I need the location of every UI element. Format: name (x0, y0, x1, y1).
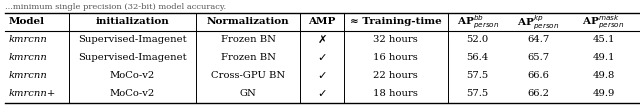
Text: ✗: ✗ (317, 35, 326, 45)
Text: AMP: AMP (308, 17, 335, 26)
Text: ≈ Training-time: ≈ Training-time (350, 17, 442, 26)
Text: ✓: ✓ (317, 71, 326, 81)
Text: kmrcnn+: kmrcnn+ (9, 89, 56, 98)
Text: 45.1: 45.1 (592, 35, 615, 44)
Text: ✓: ✓ (317, 53, 326, 63)
Text: Normalization: Normalization (207, 17, 289, 26)
Text: MoCo-v2: MoCo-v2 (110, 71, 155, 80)
Text: 66.2: 66.2 (527, 89, 549, 98)
Text: 32 hours: 32 hours (373, 35, 418, 44)
Text: AP$^{kp}_{person}$: AP$^{kp}_{person}$ (517, 13, 559, 31)
Text: 22 hours: 22 hours (373, 71, 418, 80)
Text: Frozen BN: Frozen BN (221, 35, 276, 44)
Text: ...minimum single precision (32-bit) model accuracy.: ...minimum single precision (32-bit) mod… (5, 3, 227, 11)
Text: 49.8: 49.8 (593, 71, 614, 80)
Text: Cross-GPU BN: Cross-GPU BN (211, 71, 285, 80)
Text: 57.5: 57.5 (467, 71, 489, 80)
Text: 49.9: 49.9 (593, 89, 614, 98)
Text: MoCo-v2: MoCo-v2 (110, 89, 155, 98)
Text: kmrcnn: kmrcnn (9, 71, 48, 80)
Text: Supervised-Imagenet: Supervised-Imagenet (78, 53, 187, 62)
Text: 57.5: 57.5 (467, 89, 489, 98)
Text: GN: GN (240, 89, 257, 98)
Text: ✓: ✓ (317, 89, 326, 99)
Text: 64.7: 64.7 (527, 35, 549, 44)
Text: Supervised-Imagenet: Supervised-Imagenet (78, 35, 187, 44)
Text: 66.6: 66.6 (527, 71, 549, 80)
Text: AP$^{mask}_{person}$: AP$^{mask}_{person}$ (582, 13, 625, 30)
Text: 52.0: 52.0 (467, 35, 489, 44)
Text: AP$^{bb}_{person}$: AP$^{bb}_{person}$ (456, 13, 499, 30)
Text: kmrcnn: kmrcnn (9, 53, 48, 62)
Text: 65.7: 65.7 (527, 53, 549, 62)
Text: kmrcnn: kmrcnn (9, 35, 48, 44)
Text: initialization: initialization (95, 17, 170, 26)
Text: 16 hours: 16 hours (373, 53, 418, 62)
Text: Frozen BN: Frozen BN (221, 53, 276, 62)
Text: 49.1: 49.1 (592, 53, 615, 62)
Text: 18 hours: 18 hours (373, 89, 418, 98)
Text: 56.4: 56.4 (467, 53, 489, 62)
Text: Model: Model (9, 17, 45, 26)
